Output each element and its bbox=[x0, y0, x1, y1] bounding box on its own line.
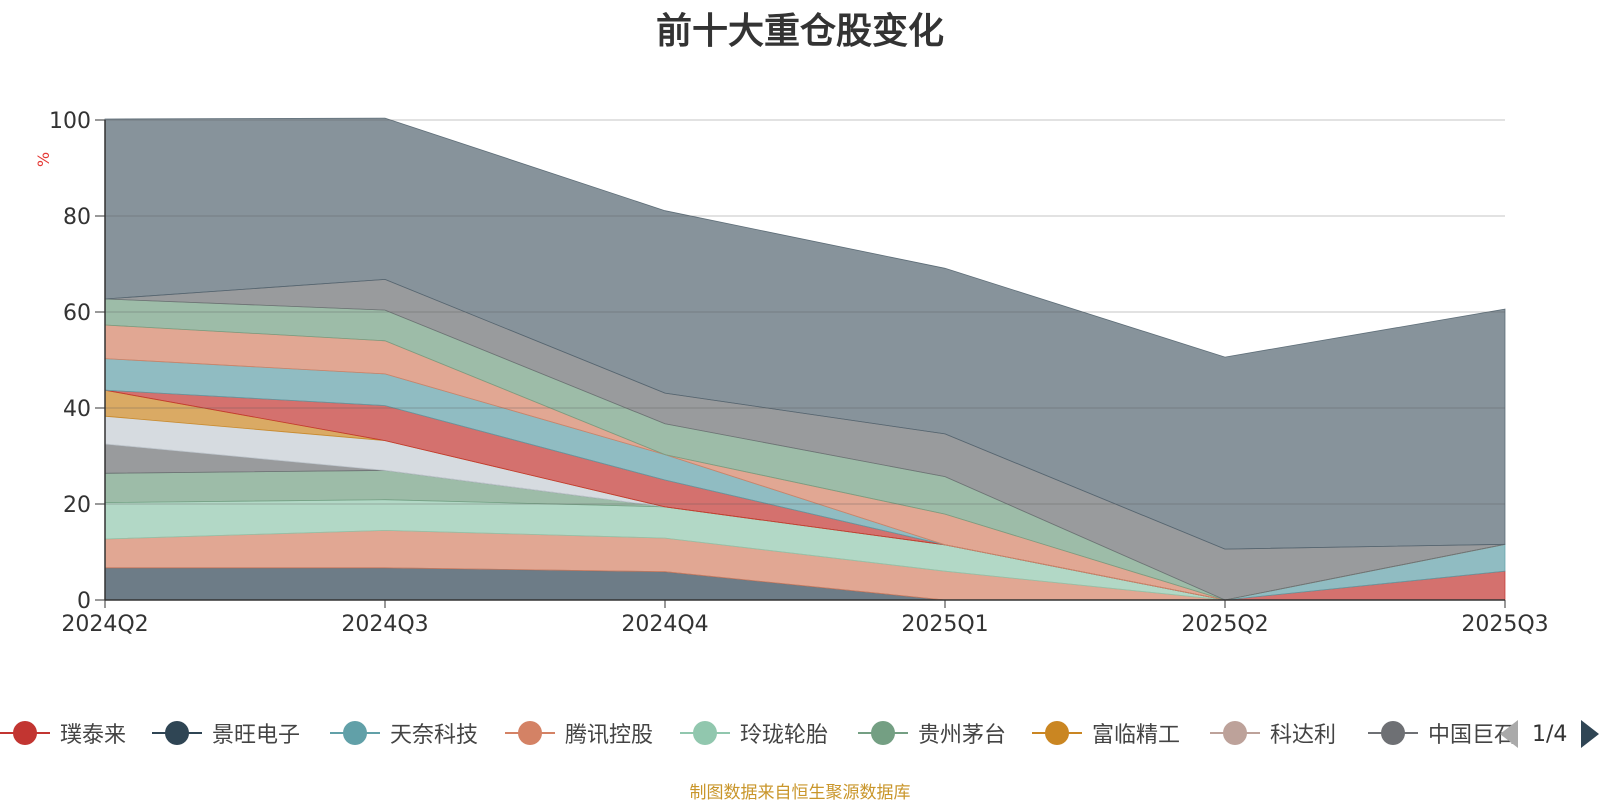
legend-label: 景旺电子 bbox=[212, 723, 301, 748]
legend-label: 玲珑轮胎 bbox=[740, 723, 829, 748]
x-tick-label: 2025Q1 bbox=[901, 612, 988, 637]
area-layer bbox=[104, 117, 1506, 601]
area-series-12 bbox=[104, 117, 1506, 550]
legend-item[interactable]: 中国巨石 bbox=[1368, 715, 1516, 751]
legend-marker-icon bbox=[152, 720, 202, 746]
legend-item[interactable]: 贵州茅台 bbox=[858, 715, 1006, 751]
y-tick-label: 80 bbox=[63, 205, 91, 230]
legend-item[interactable]: 玲珑轮胎 bbox=[680, 715, 828, 751]
legend-item[interactable]: 景旺电子 bbox=[152, 715, 300, 751]
legend-pager: 1/4 bbox=[1500, 720, 1600, 748]
y-tick-label: 20 bbox=[63, 493, 91, 518]
chart-title: 前十大重仓股变化 bbox=[655, 11, 944, 52]
x-tick-label: 2025Q3 bbox=[1461, 612, 1548, 637]
legend-marker-icon bbox=[505, 720, 555, 746]
legend-marker-icon bbox=[330, 720, 380, 746]
legend-item[interactable]: 腾讯控股 bbox=[505, 715, 653, 751]
y-tick-label: 60 bbox=[63, 301, 91, 326]
legend-item[interactable]: 富临精工 bbox=[1032, 715, 1180, 751]
legend-marker-icon bbox=[1032, 720, 1082, 746]
legend-label: 富临精工 bbox=[1092, 723, 1181, 748]
x-tick-label: 2024Q2 bbox=[61, 612, 148, 637]
data-source-note: 制图数据来自恒生聚源数据库 bbox=[689, 783, 911, 803]
stacked-area-chart: 0 20 40 60 80 100 2024Q2 2024Q3 2024Q4 2025Q1 2025… bbox=[49, 109, 1549, 637]
x-tick-label: 2024Q4 bbox=[621, 612, 708, 637]
legend-marker-icon bbox=[1368, 720, 1418, 746]
legend-label: 腾讯控股 bbox=[565, 723, 654, 748]
legend-marker-icon bbox=[680, 720, 730, 746]
legend-label: 璞泰来 bbox=[60, 723, 127, 748]
legend-marker-icon bbox=[858, 720, 908, 746]
legend-label: 贵州茅台 bbox=[918, 723, 1007, 748]
x-tick-label: 2025Q2 bbox=[1181, 612, 1268, 637]
legend-item[interactable]: 璞泰来 bbox=[0, 715, 126, 751]
legend-page-indicator: 1/4 bbox=[1532, 721, 1568, 747]
legend-label: 科达利 bbox=[1270, 723, 1337, 748]
axis-layer: 0 20 40 60 80 100 2024Q2 2024Q3 2024Q4 2025Q1 2025… bbox=[49, 109, 1549, 637]
legend-item[interactable]: 科达利 bbox=[1210, 715, 1336, 751]
legend-next-page-icon[interactable] bbox=[1581, 720, 1600, 748]
y-tick-label: 100 bbox=[49, 109, 91, 134]
legend-marker-icon bbox=[1210, 720, 1260, 746]
y-tick-label: 40 bbox=[63, 397, 91, 422]
legend-marker-icon bbox=[0, 720, 50, 746]
y-tick-label: 0 bbox=[77, 589, 91, 614]
legend-prev-page-icon[interactable] bbox=[1500, 720, 1518, 748]
legend: 璞泰来 景旺电子 天奈科技 腾讯控股 玲珑轮胎 贵州茅台 富临精工 科达利 中国巨石 bbox=[0, 715, 1600, 755]
x-tick-label: 2024Q3 bbox=[341, 612, 428, 637]
legend-item[interactable]: 天奈科技 bbox=[330, 715, 478, 751]
legend-label: 天奈科技 bbox=[390, 723, 479, 748]
